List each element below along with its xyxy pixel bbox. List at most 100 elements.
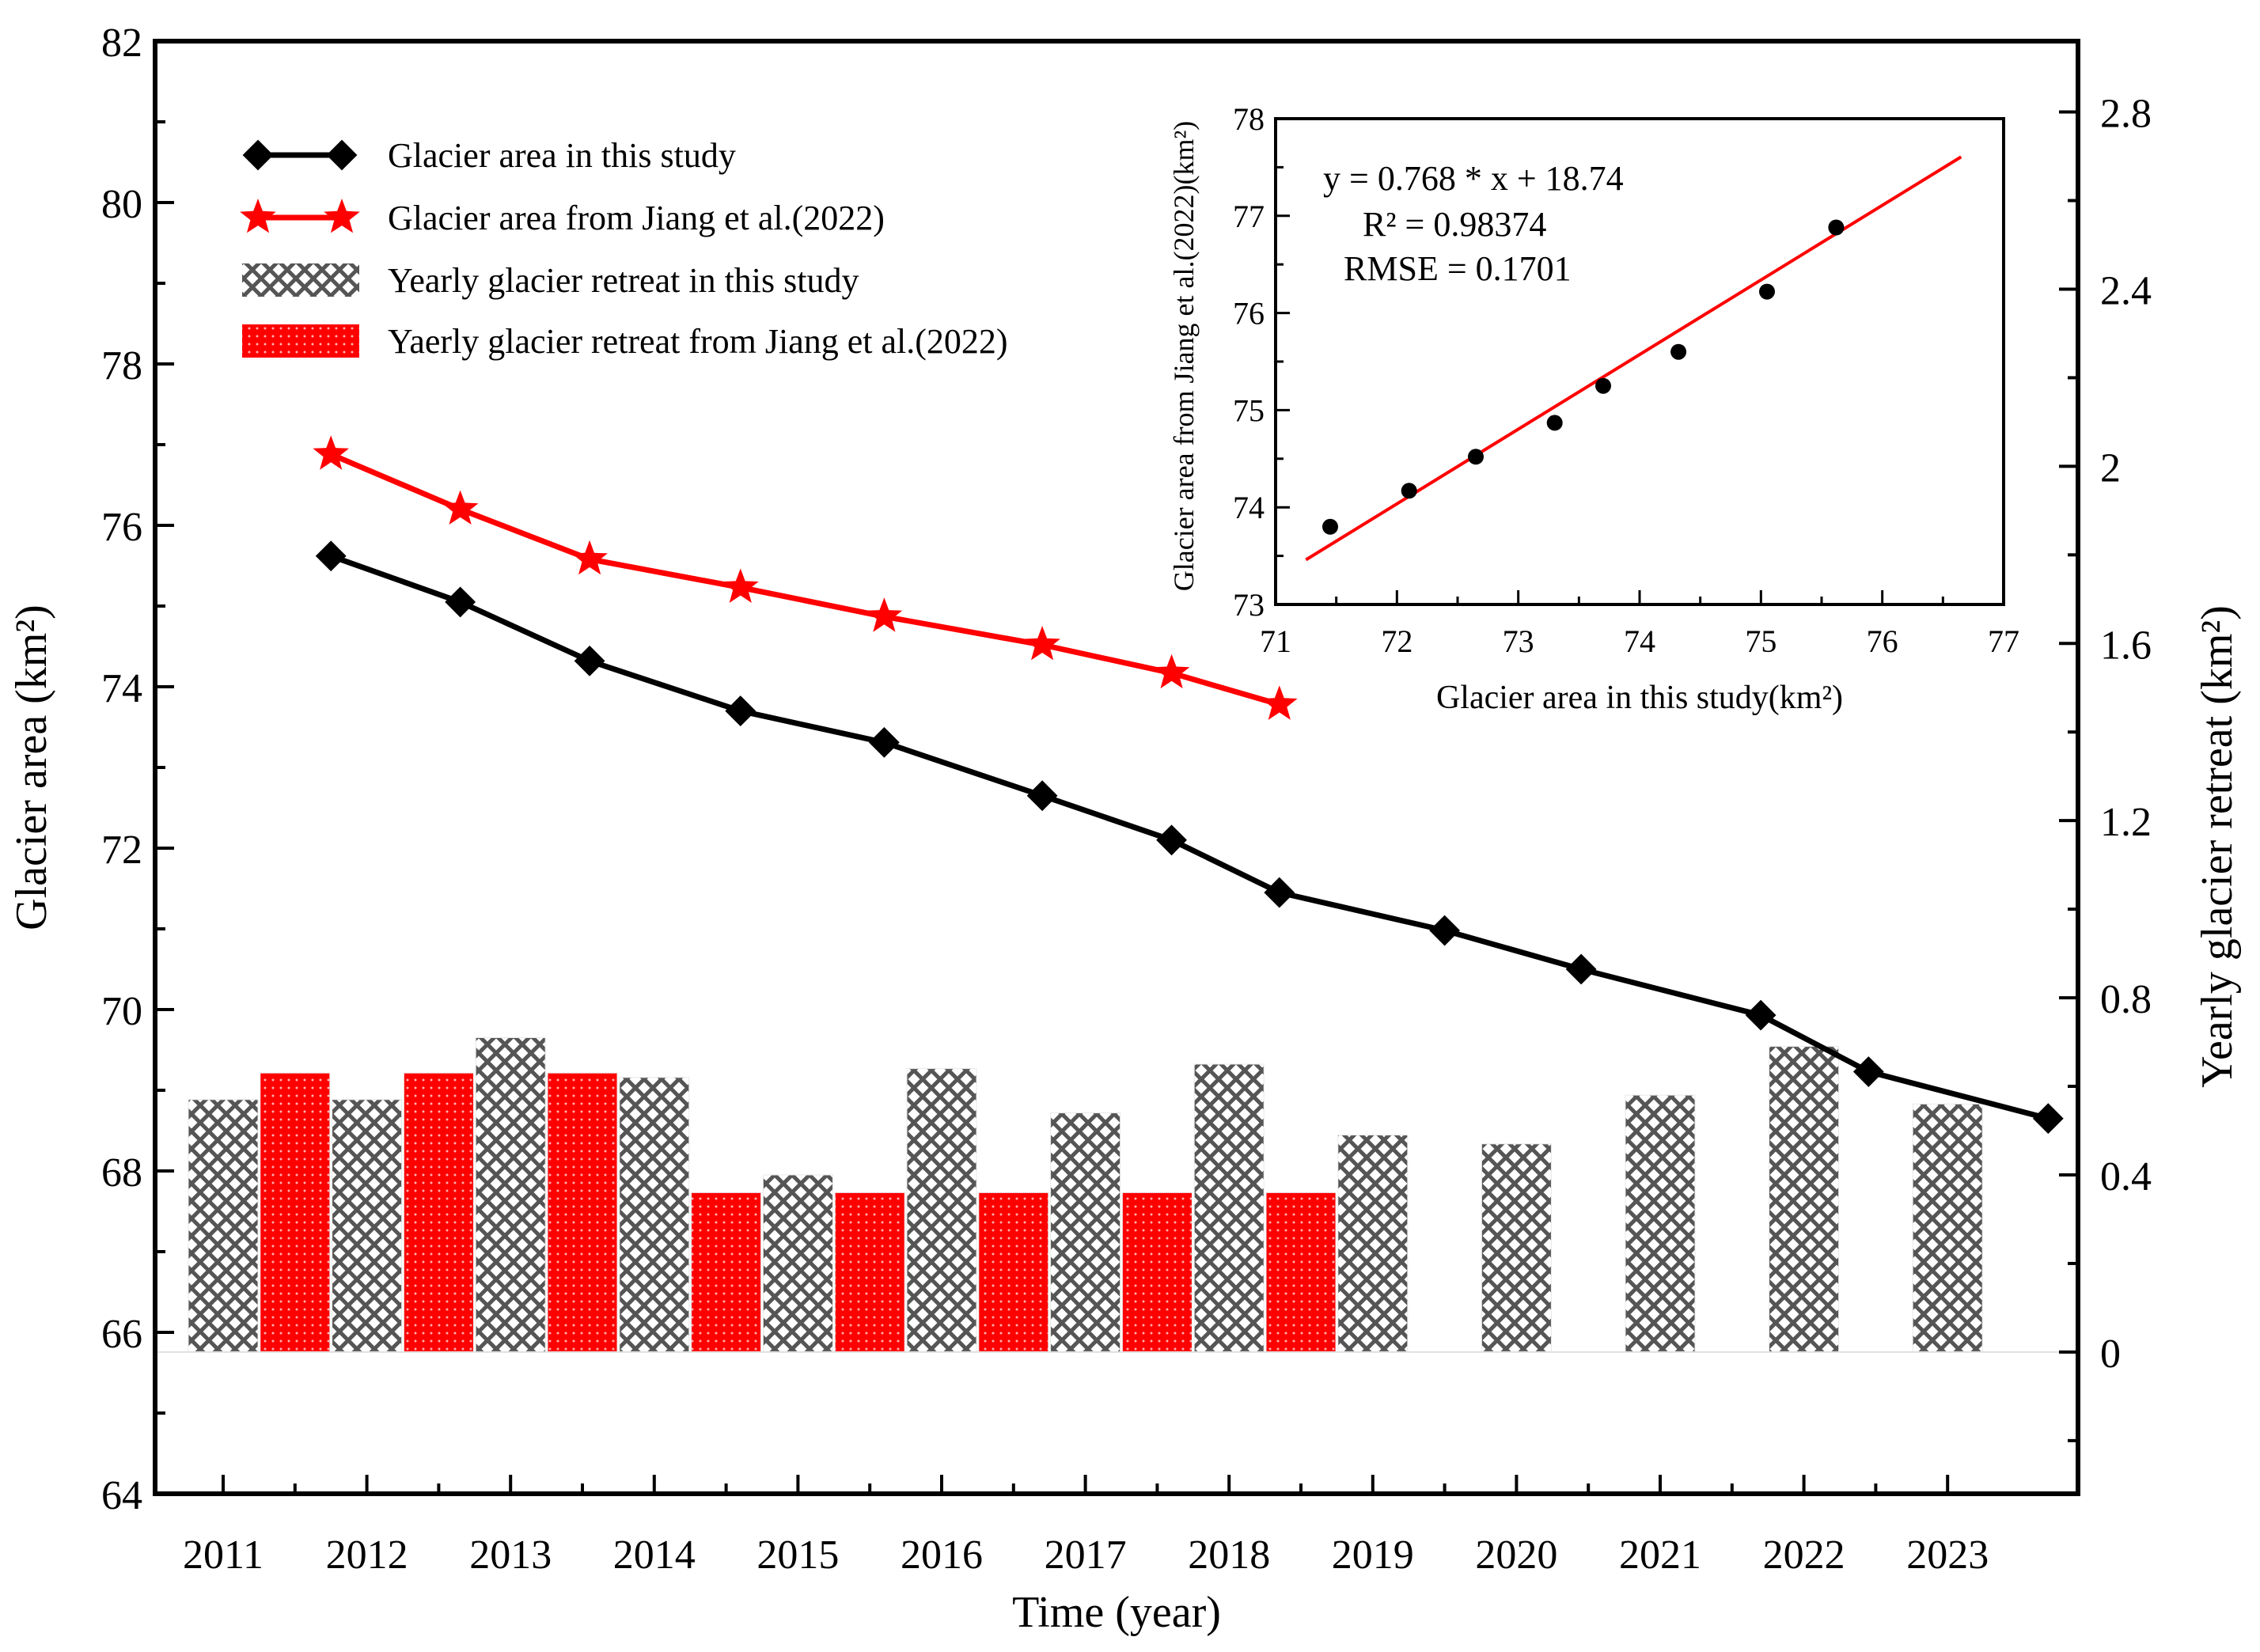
x-axis-tick-label: 2017 (1045, 1533, 1127, 1578)
x-axis-tick-label: 2016 (901, 1533, 983, 1578)
retreat-bar-jiang (691, 1192, 762, 1353)
inset-y-tick-label: 78 (1233, 101, 1265, 137)
data-point-this-study (1264, 877, 1295, 908)
inset-scatter-chart: 71 72 73 74 75 76 77 73 74 75 76 77 78 Glacier area i… (1168, 101, 2019, 716)
right-axis-tick-label: 2.4 (2100, 268, 2152, 313)
x-axis-tick-label: 2011 (183, 1533, 264, 1578)
retreat-bar-this-study (1050, 1112, 1121, 1353)
inset-y-tick-label: 73 (1233, 587, 1265, 623)
data-point-this-study (2032, 1103, 2064, 1135)
series-line-this-study (330, 553, 2050, 1122)
right-axis-tick-label: 1.6 (2100, 623, 2152, 668)
retreat-bar-this-study (475, 1037, 546, 1353)
retreat-bar-this-study (1625, 1094, 1696, 1353)
data-point-jiang (1261, 685, 1298, 720)
data-point-jiang (313, 435, 349, 470)
scatter-point (1670, 343, 1687, 360)
retreat-bar-this-study (1912, 1103, 1983, 1353)
x-axis-title: Time (year) (1012, 1588, 1221, 1637)
scatter-point (1759, 283, 1775, 300)
data-point-this-study (1156, 824, 1187, 856)
inset-x-tick-label: 73 (1503, 623, 1534, 659)
x-axis-tick-label: 2012 (326, 1533, 408, 1578)
scatter-point (1546, 415, 1563, 431)
left-axis-tick-label: 74 (101, 666, 142, 711)
main-chart: 64 66 68 70 72 74 76 78 80 82 0 0.4 0.8 1.2 1.6 2 2.4 2.8… (7, 21, 2242, 1637)
left-axis-tick-label: 72 (101, 828, 142, 873)
scatter-point (1468, 449, 1484, 465)
scatter-point (1401, 483, 1417, 499)
legend-label: Yearly glacier retreat in this study (388, 261, 859, 300)
inset-y-tick-label: 76 (1233, 296, 1265, 332)
data-point-this-study (725, 695, 756, 727)
data-point-this-study (1745, 999, 1777, 1031)
retreat-bar-jiang (547, 1072, 618, 1353)
x-axis-tick-label: 2020 (1475, 1533, 1557, 1578)
inset-x-tick-label: 76 (1867, 623, 1898, 659)
inset-x-tick-label: 72 (1381, 623, 1412, 659)
left-axis-tick-label: 70 (101, 989, 142, 1034)
data-point-this-study (315, 540, 347, 572)
legend-marker-diamond (242, 139, 274, 171)
series-line-jiang (329, 451, 1280, 707)
x-axis-tick-label: 2018 (1188, 1533, 1270, 1578)
left-axis-tick-label: 78 (101, 343, 142, 388)
data-point-this-study (1852, 1056, 1884, 1087)
inset-x-axis-title: Glacier area in this study(km²) (1436, 680, 1843, 716)
retreat-bar-this-study (1193, 1063, 1265, 1353)
inset-y-axis-title: Glacier area from Jiang et al.(2022)(km²… (1168, 121, 1200, 592)
legend-marker-star (324, 199, 360, 233)
right-axis-title: Yearly glacier retreat (km²) (2193, 605, 2242, 1088)
inset-x-tick-label: 75 (1745, 623, 1777, 659)
retreat-bar-this-study (1481, 1143, 1552, 1353)
retreat-bar-this-study (1769, 1046, 1840, 1353)
scatter-point (1595, 377, 1611, 394)
legend-label: Glacier area in this study (388, 136, 736, 175)
scatter-point (1828, 219, 1845, 236)
x-axis-tick-label: 2015 (756, 1533, 839, 1578)
inset-y-tick-label: 74 (1233, 490, 1265, 525)
legend-label: Yaerly glacier retreat from Jiang et al.… (388, 322, 1008, 361)
left-axis-tick-label: 68 (101, 1150, 142, 1195)
data-point-jiang (442, 490, 479, 525)
data-point-jiang (1153, 654, 1190, 689)
data-point-this-study (1565, 953, 1597, 985)
inset-frame (1274, 117, 2005, 606)
legend-swatch (242, 324, 359, 358)
x-axis-tick-label: 2023 (1906, 1533, 1989, 1578)
retreat-bar-this-study (332, 1099, 403, 1353)
retreat-bar-jiang (403, 1072, 474, 1353)
retreat-bar-jiang (1265, 1192, 1337, 1353)
scatter-point (1322, 518, 1338, 535)
inset-y-tick-label: 75 (1233, 392, 1265, 428)
data-point-this-study (1026, 780, 1058, 812)
left-axis-tick-label: 76 (101, 505, 142, 550)
right-axis-tick-label: 2.8 (2100, 92, 2152, 137)
right-axis-tick-label: 2 (2100, 445, 2121, 491)
data-point-jiang (866, 597, 903, 632)
x-axis-tick-label: 2014 (613, 1533, 696, 1578)
fit-equation: y = 0.768 * x + 18.74 (1323, 159, 1624, 198)
right-axis-tick-label: 0.8 (2100, 977, 2152, 1022)
inset-x-tick-label: 77 (1988, 623, 2019, 659)
retreat-bar-jiang (1121, 1192, 1193, 1353)
left-axis-tick-label: 66 (101, 1312, 142, 1357)
left-axis-title: Glacier area (km²) (7, 604, 56, 930)
retreat-bar-jiang (260, 1072, 331, 1353)
data-point-this-study (445, 586, 476, 618)
retreat-bar-this-study (188, 1099, 259, 1353)
retreat-bar-this-study (1337, 1135, 1409, 1353)
right-axis-tick-label: 0.4 (2100, 1154, 2152, 1199)
data-point-jiang (722, 568, 759, 603)
inset-x-tick-label: 74 (1624, 623, 1655, 659)
right-axis-tick-label: 1.2 (2100, 800, 2152, 845)
legend-marker-star (240, 199, 276, 233)
retreat-bar-this-study (906, 1068, 977, 1353)
left-axis-tick-label: 80 (101, 182, 142, 227)
legend-marker-diamond (326, 139, 358, 171)
data-point-jiang (571, 540, 608, 575)
r-squared: R² = 0.98374 (1363, 205, 1546, 244)
data-point-jiang (1024, 626, 1060, 661)
data-point-this-study (574, 645, 605, 676)
inset-y-tick-label: 77 (1233, 199, 1265, 234)
